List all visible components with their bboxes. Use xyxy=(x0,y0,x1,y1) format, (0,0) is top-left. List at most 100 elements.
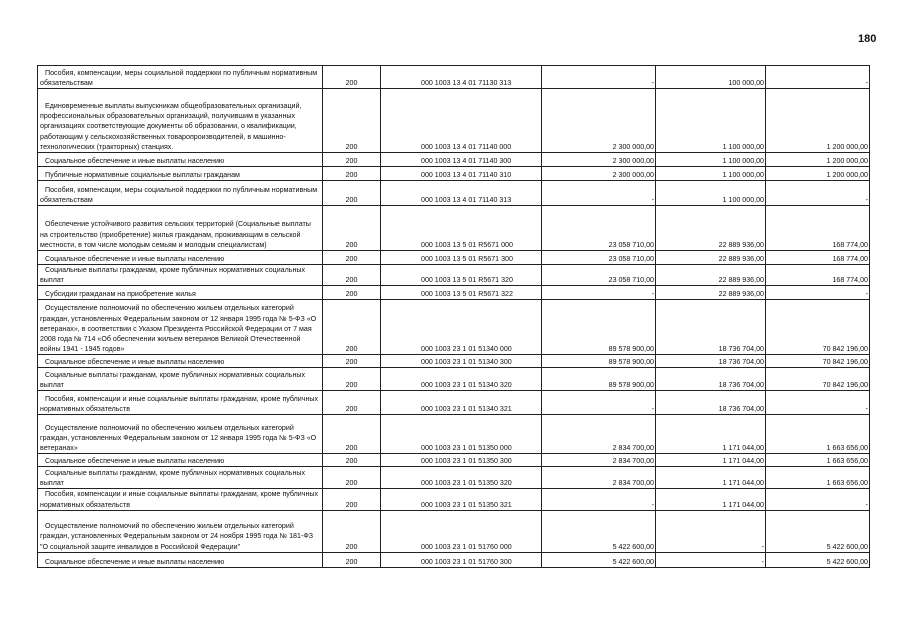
row-description: Социальные выплаты гражданам, кроме публ… xyxy=(37,263,323,287)
row-value-1: 2 834 700,00 xyxy=(541,414,656,455)
row-code: 200 xyxy=(322,285,381,301)
table-row: Пособия, компенсации, меры социальной по… xyxy=(37,180,870,206)
row-value-2: 1 100 000,00 xyxy=(655,152,766,167)
row-code: 200 xyxy=(322,263,381,287)
row-value-3: 70 842 196,00 xyxy=(765,299,870,356)
row-code: 200 xyxy=(322,551,381,568)
row-value-1: 23 058 710,00 xyxy=(541,205,656,251)
table-row: Субсидии гражданам на приобретение жилья… xyxy=(37,285,870,301)
row-value-3: - xyxy=(765,180,870,206)
row-value-1: 23 058 710,00 xyxy=(541,250,656,265)
row-value-2: 18 736 704,00 xyxy=(655,354,766,369)
row-value-2: - xyxy=(655,509,766,553)
table-row: Осуществление полномочий по обеспечению … xyxy=(37,414,870,455)
row-description: Социальные выплаты гражданам, кроме публ… xyxy=(37,367,323,392)
description-text: Социальные выплаты гражданам, кроме публ… xyxy=(40,371,306,390)
row-value-2: 1 100 000,00 xyxy=(655,166,766,181)
row-value-1: 2 300 000,00 xyxy=(541,166,656,181)
table-row: Социальное обеспечение и иные выплаты на… xyxy=(37,551,870,568)
description-text: Пособия, компенсации, меры социальной по… xyxy=(40,185,318,204)
row-description: Социальное обеспечение и иные выплаты на… xyxy=(37,354,323,369)
table-row: Пособия, компенсации и иные социальные в… xyxy=(37,488,870,511)
table-row: Пособия, компенсации и иные социальные в… xyxy=(37,390,870,416)
table-row: Социальные выплаты гражданам, кроме публ… xyxy=(37,263,870,287)
row-description: Социальные выплаты гражданам, кроме публ… xyxy=(37,466,323,490)
row-code: 200 xyxy=(322,65,381,89)
row-code: 200 xyxy=(322,354,381,369)
row-code: 200 xyxy=(322,88,381,153)
row-value-1: 5 422 600,00 xyxy=(541,551,656,568)
row-kbk-code: 000 1003 13 5 01 R5671 322 xyxy=(380,285,542,301)
description-text: Единовременные выплаты выпускникам общео… xyxy=(40,101,302,151)
row-value-3: 1 663 656,00 xyxy=(765,466,870,490)
table-row: Пособия, компенсации, меры социальной по… xyxy=(37,65,870,89)
description-text: Публичные нормативные социальные выплаты… xyxy=(45,170,240,179)
row-value-2: 18 736 704,00 xyxy=(655,299,766,356)
row-value-2: 100 000,00 xyxy=(655,65,766,89)
row-kbk-code: 000 1003 23 1 01 51350 300 xyxy=(380,453,542,468)
description-text: Обеспечение устойчивого развития сельски… xyxy=(40,220,311,249)
row-description: Социальное обеспечение и иные выплаты на… xyxy=(37,250,323,265)
description-text: Социальное обеспечение и иные выплаты на… xyxy=(45,156,225,165)
row-value-2: 1 171 044,00 xyxy=(655,414,766,455)
row-description: Единовременные выплаты выпускникам общео… xyxy=(37,88,323,153)
row-code: 200 xyxy=(322,466,381,490)
row-description: Субсидии гражданам на приобретение жилья xyxy=(37,285,323,301)
description-text: Осуществление полномочий по обеспечению … xyxy=(40,304,317,354)
row-code: 200 xyxy=(322,390,381,416)
description-text: Социальное обеспечение и иные выплаты на… xyxy=(45,557,225,566)
row-code: 200 xyxy=(322,299,381,356)
description-text: Осуществление полномочий по обеспечению … xyxy=(40,522,313,551)
row-kbk-code: 000 1003 23 1 01 51340 320 xyxy=(380,367,542,392)
row-value-2: 22 889 936,00 xyxy=(655,263,766,287)
row-description: Социальное обеспечение и иные выплаты на… xyxy=(37,152,323,167)
row-kbk-code: 000 1003 23 1 01 51350 320 xyxy=(380,466,542,490)
row-code: 200 xyxy=(322,453,381,468)
row-value-3: 70 842 196,00 xyxy=(765,354,870,369)
table-row: Публичные нормативные социальные выплаты… xyxy=(37,166,870,181)
row-code: 200 xyxy=(322,367,381,392)
row-kbk-code: 000 1003 23 1 01 51340 321 xyxy=(380,390,542,416)
row-kbk-code: 000 1003 13 4 01 71140 300 xyxy=(380,152,542,167)
row-code: 200 xyxy=(322,414,381,455)
row-code: 200 xyxy=(322,488,381,511)
row-value-2: 18 736 704,00 xyxy=(655,367,766,392)
description-text: Социальные выплаты гражданам, кроме публ… xyxy=(40,266,306,285)
row-value-3: 1 200 000,00 xyxy=(765,152,870,167)
description-text: Социальные выплаты гражданам, кроме публ… xyxy=(40,469,306,488)
row-value-1: 2 834 700,00 xyxy=(541,466,656,490)
description-text: Пособия, компенсации и иные социальные в… xyxy=(40,490,319,509)
row-value-1: 2 300 000,00 xyxy=(541,88,656,153)
row-kbk-code: 000 1003 23 1 01 51760 000 xyxy=(380,509,542,553)
row-value-1: - xyxy=(541,390,656,416)
row-value-1: - xyxy=(541,65,656,89)
table-row: Социальное обеспечение и иные выплаты на… xyxy=(37,354,870,369)
row-value-2: 22 889 936,00 xyxy=(655,205,766,251)
row-value-3: 1 200 000,00 xyxy=(765,88,870,153)
row-kbk-code: 000 1003 23 1 01 51350 321 xyxy=(380,488,542,511)
row-value-3: - xyxy=(765,488,870,511)
row-value-3: - xyxy=(765,390,870,416)
row-value-1: - xyxy=(541,180,656,206)
row-value-3: 1 663 656,00 xyxy=(765,453,870,468)
description-text: Социальное обеспечение и иные выплаты на… xyxy=(45,254,225,263)
row-value-1: 89 578 900,00 xyxy=(541,367,656,392)
row-value-1: 89 578 900,00 xyxy=(541,354,656,369)
row-kbk-code: 000 1003 13 5 01 R5671 300 xyxy=(380,250,542,265)
row-description: Осуществление полномочий по обеспечению … xyxy=(37,299,323,356)
row-code: 200 xyxy=(322,180,381,206)
table-row: Социальные выплаты гражданам, кроме публ… xyxy=(37,367,870,392)
row-value-3: 1 663 656,00 xyxy=(765,414,870,455)
budget-table: Пособия, компенсации, меры социальной по… xyxy=(37,65,870,568)
row-kbk-code: 000 1003 13 4 01 71140 310 xyxy=(380,166,542,181)
description-text: Социальное обеспечение и иные выплаты на… xyxy=(45,358,225,367)
row-value-3: - xyxy=(765,65,870,89)
row-description: Пособия, компенсации и иные социальные в… xyxy=(37,390,323,416)
table-row: Социальные выплаты гражданам, кроме публ… xyxy=(37,466,870,490)
row-value-1: - xyxy=(541,285,656,301)
row-value-3: 1 200 000,00 xyxy=(765,166,870,181)
row-kbk-code: 000 1003 13 5 01 R5671 320 xyxy=(380,263,542,287)
row-kbk-code: 000 1003 13 4 01 71140 000 xyxy=(380,88,542,153)
row-code: 200 xyxy=(322,205,381,251)
description-text: Социальное обеспечение и иные выплаты на… xyxy=(45,457,225,466)
